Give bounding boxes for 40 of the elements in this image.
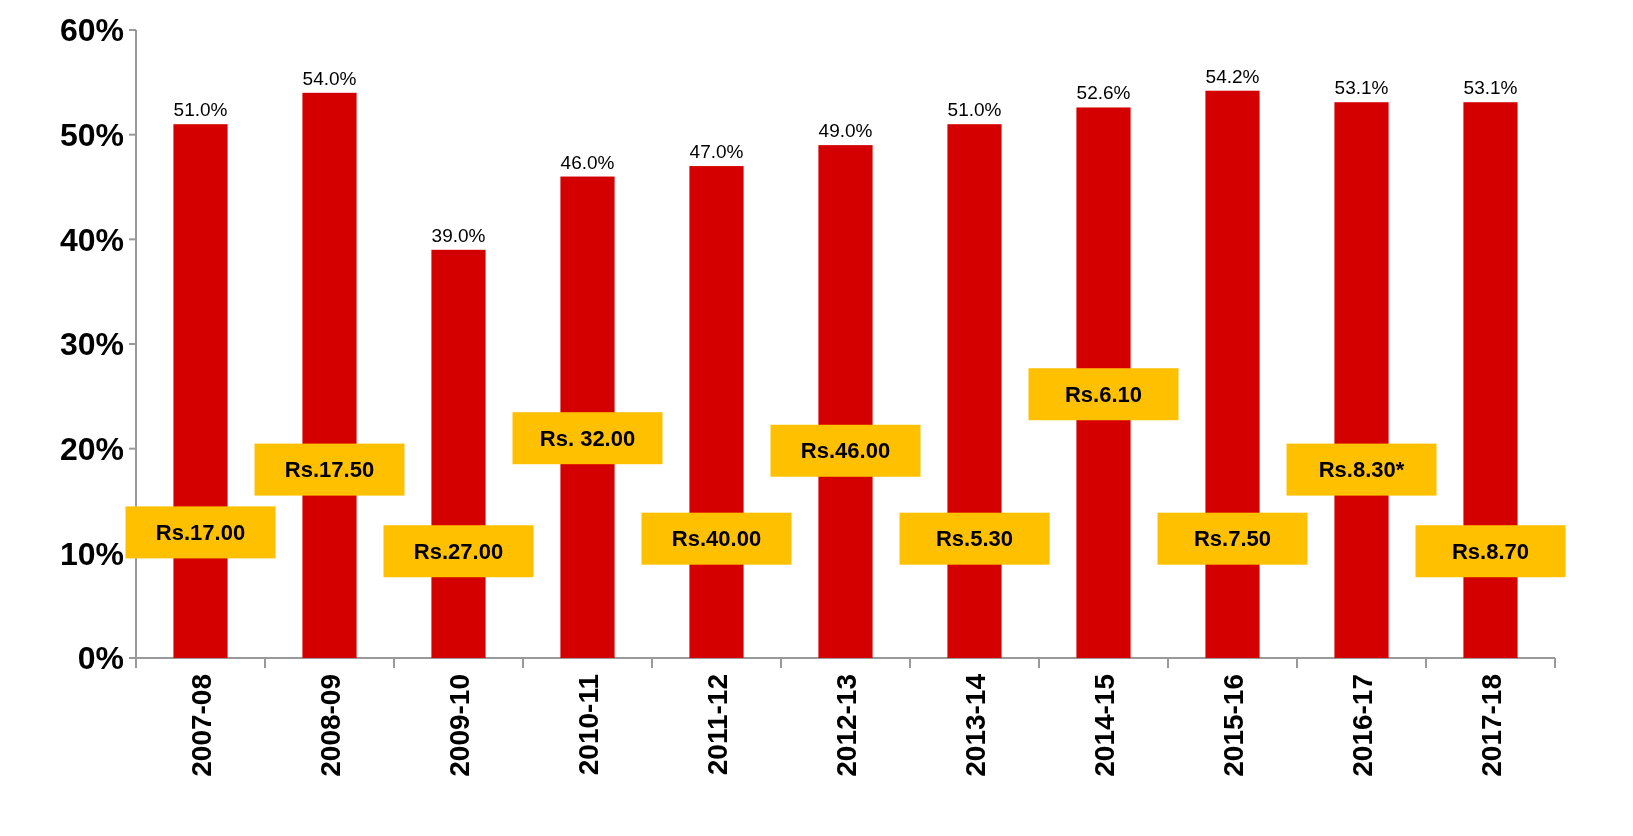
data-label: 39.0%: [431, 224, 486, 246]
annotation: Rs. 32.00: [539, 425, 636, 451]
data-label: 53.1%: [1334, 77, 1389, 99]
annotation: Rs.17.50: [284, 457, 375, 483]
data-label: 49.0%: [818, 120, 873, 142]
x-tick-label: 2010-11: [572, 674, 604, 776]
x-tick-label: 2008-09: [314, 674, 346, 777]
data-label: 54.0%: [302, 67, 357, 89]
data-label: 54.2%: [1205, 65, 1260, 87]
y-tick-label: 10%: [59, 535, 124, 572]
x-tick-label: 2014-15: [1088, 674, 1120, 777]
annotation: Rs.5.30: [935, 526, 1014, 552]
y-tick-label: 0%: [77, 640, 124, 677]
x-tick-label: 2017-18: [1475, 674, 1507, 777]
data-label: 46.0%: [560, 151, 615, 173]
data-label: 51.0%: [173, 99, 228, 121]
data-label: 51.0%: [947, 99, 1002, 121]
annotation: Rs.40.00: [671, 526, 762, 552]
x-tick-label: 2007-08: [185, 674, 217, 777]
annotation: Rs.46.00: [800, 438, 891, 464]
y-tick-label: 30%: [59, 326, 124, 363]
annotation: Rs.6.10: [1064, 381, 1143, 407]
x-tick-label: 2009-10: [443, 674, 475, 777]
y-tick-label: 20%: [59, 430, 124, 467]
x-tick-label: 2011-12: [701, 674, 733, 776]
y-tick-label: 40%: [59, 221, 124, 258]
annotation: Rs.7.50: [1193, 526, 1272, 552]
data-label: 47.0%: [689, 141, 744, 163]
data-label: 53.1%: [1463, 77, 1518, 99]
x-tick-label: 2013-14: [959, 673, 991, 777]
annotation: Rs.8.30*: [1318, 457, 1405, 483]
data-label: 52.6%: [1076, 82, 1131, 104]
x-tick-label: 2015-16: [1217, 674, 1249, 777]
x-tick-label: 2016-17: [1346, 674, 1378, 777]
annotation: Rs.17.00: [155, 520, 246, 546]
annotation: Rs.27.00: [413, 538, 504, 564]
annotation: Rs.8.70: [1451, 538, 1530, 564]
y-tick-label: 50%: [59, 116, 124, 153]
y-tick-label: 60%: [59, 12, 124, 49]
x-tick-label: 2012-13: [830, 674, 862, 777]
